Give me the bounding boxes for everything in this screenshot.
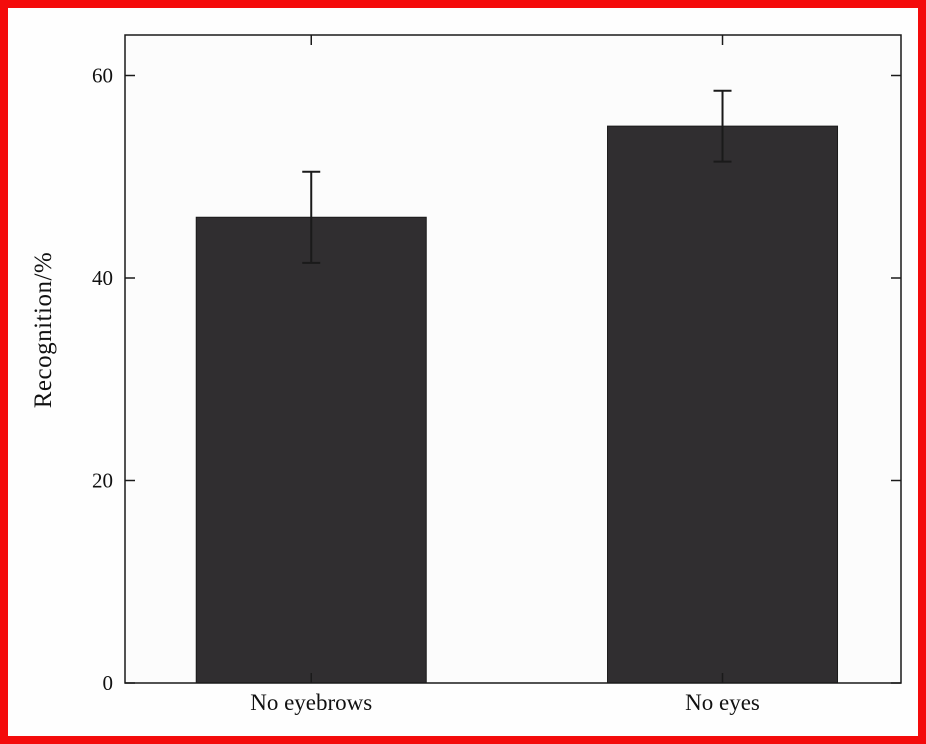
y-tick-label: 40 (92, 266, 113, 290)
y-tick-label: 0 (103, 671, 114, 695)
x-category-label-no-eyes: No eyes (685, 690, 760, 715)
plot-border (124, 34, 902, 684)
bar-1 (607, 125, 839, 684)
y-tick-label: 20 (92, 469, 113, 493)
y-tick-label: 60 (92, 64, 113, 88)
bar-chart: 0 20 40 60 (92, 34, 902, 695)
bar-0 (195, 216, 427, 684)
x-category-label-no-eyebrows: No eyebrows (250, 690, 373, 715)
